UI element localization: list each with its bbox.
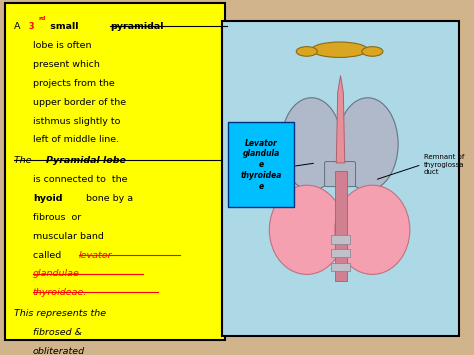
FancyBboxPatch shape	[228, 122, 294, 207]
Text: small: small	[47, 22, 82, 31]
Text: The: The	[14, 156, 35, 165]
Text: thyroideae.: thyroideae.	[33, 288, 87, 297]
Text: hyoid: hyoid	[33, 194, 62, 203]
Ellipse shape	[281, 98, 342, 190]
Bar	[331, 263, 350, 271]
Text: called: called	[33, 251, 64, 260]
Text: Pyramidal lobe: Pyramidal lobe	[46, 156, 126, 165]
Ellipse shape	[335, 185, 410, 274]
Text: muscular band: muscular band	[33, 232, 104, 241]
Text: isthmus slightly to: isthmus slightly to	[33, 117, 120, 126]
Text: This represents the: This represents the	[14, 309, 106, 318]
Text: fibrosed &: fibrosed &	[33, 328, 82, 337]
Bar	[331, 235, 350, 244]
Ellipse shape	[269, 185, 344, 274]
FancyBboxPatch shape	[5, 4, 225, 340]
FancyBboxPatch shape	[222, 21, 459, 336]
Text: fibrous  or: fibrous or	[33, 213, 81, 222]
Text: Remnant of
thyroglossa
duct: Remnant of thyroglossa duct	[424, 154, 465, 175]
Polygon shape	[337, 76, 345, 163]
Bar	[331, 249, 350, 257]
Ellipse shape	[362, 47, 383, 56]
Text: obliterated: obliterated	[33, 347, 85, 355]
Text: present which: present which	[33, 60, 100, 69]
Text: pyramidal: pyramidal	[110, 22, 164, 31]
Text: upper border of the: upper border of the	[33, 98, 126, 107]
Text: glandulae: glandulae	[33, 269, 80, 278]
Text: A: A	[14, 22, 24, 31]
Text: lobe is often: lobe is often	[33, 41, 91, 50]
Ellipse shape	[296, 47, 317, 56]
Text: bone by a: bone by a	[83, 194, 134, 203]
Text: rd: rd	[38, 16, 46, 21]
Text: levator: levator	[79, 251, 112, 260]
Ellipse shape	[337, 98, 398, 190]
Text: left of middle line.: left of middle line.	[33, 136, 119, 144]
Text: Levator
glandula
e
thyroidea
e: Levator glandula e thyroidea e	[240, 139, 282, 191]
Text: is connected to  the: is connected to the	[33, 175, 128, 184]
FancyBboxPatch shape	[336, 171, 346, 281]
Ellipse shape	[311, 42, 368, 58]
Text: projects from the: projects from the	[33, 79, 115, 88]
Text: 3: 3	[28, 22, 34, 31]
FancyBboxPatch shape	[325, 162, 356, 187]
